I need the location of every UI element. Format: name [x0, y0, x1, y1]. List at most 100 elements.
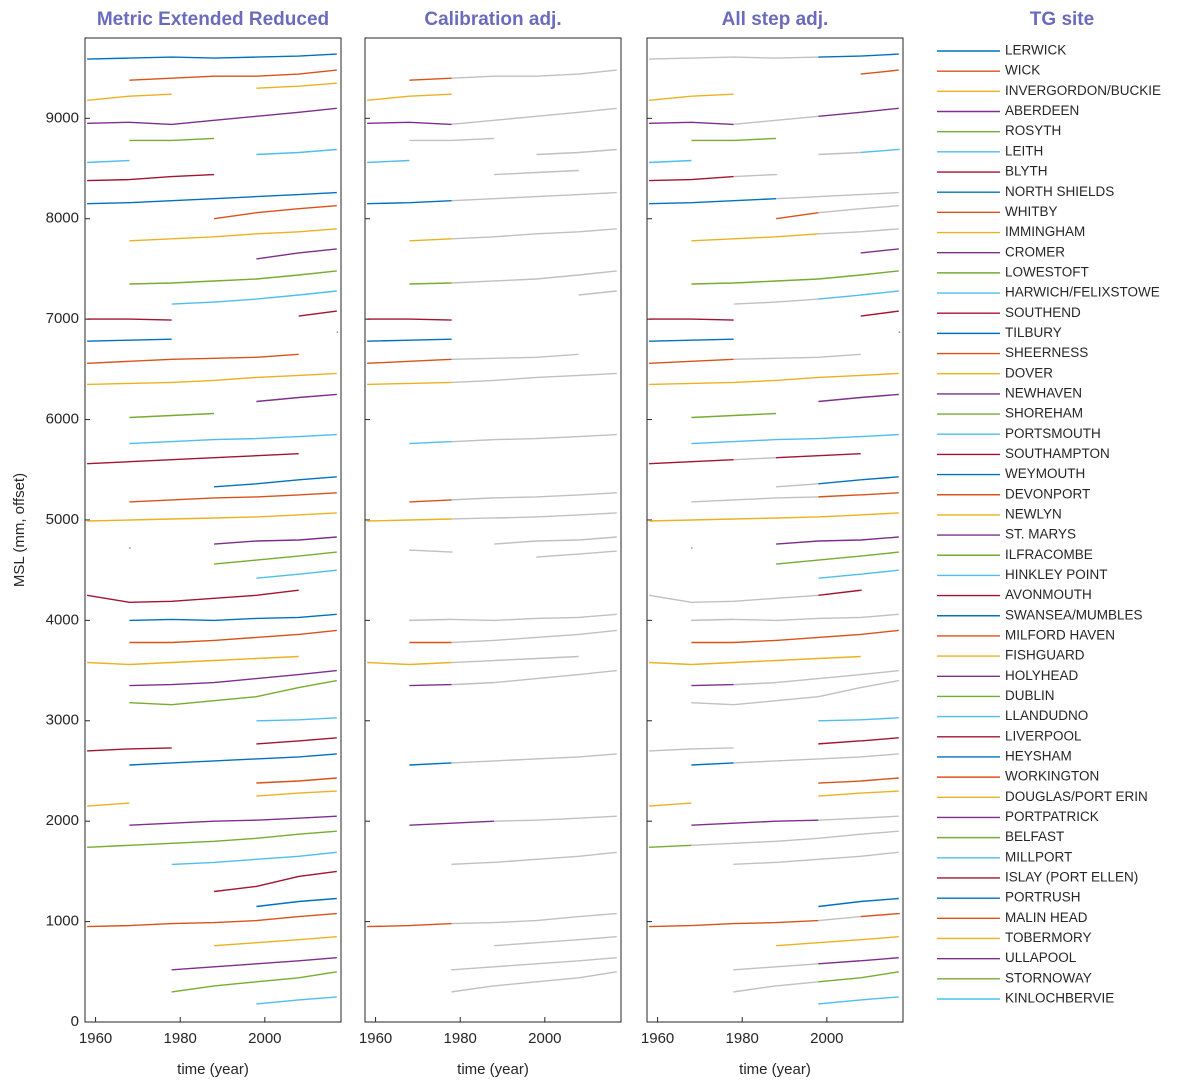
legend-label: ILFRACOMBE — [1005, 547, 1093, 562]
series-line — [733, 679, 899, 706]
legend-label: WORKINGTON — [1005, 769, 1099, 784]
series-line — [171, 851, 337, 866]
series-connector — [451, 921, 495, 925]
series-connector — [451, 357, 495, 361]
series-line — [129, 492, 337, 503]
series-connector — [860, 148, 899, 154]
series-line — [87, 93, 172, 101]
series-line — [649, 459, 734, 465]
series-line — [367, 159, 410, 164]
series-connector — [451, 760, 495, 764]
series-connector — [451, 985, 495, 993]
series-line — [494, 191, 617, 200]
series-line — [691, 629, 899, 644]
series-line — [494, 353, 579, 359]
plot-area — [84, 37, 342, 1023]
series-line — [776, 551, 899, 565]
series-line — [860, 957, 899, 962]
series-line — [129, 137, 215, 142]
series-line — [776, 115, 819, 121]
series-line — [860, 205, 899, 210]
series-connector — [733, 985, 777, 993]
series-line — [409, 77, 452, 81]
series-line — [649, 747, 734, 752]
series-line — [409, 683, 452, 687]
series-connector — [451, 966, 495, 971]
series-line — [776, 536, 899, 545]
series-line — [649, 372, 899, 386]
legend-label: NEWHAVEN — [1005, 385, 1082, 400]
series-line — [171, 290, 337, 305]
legend-label: PORTRUSH — [1005, 890, 1081, 905]
series-line — [818, 569, 899, 579]
series-line — [860, 476, 899, 481]
series-connector — [733, 457, 777, 461]
series-line — [129, 753, 337, 766]
series-line — [649, 844, 692, 848]
series-line — [494, 753, 617, 762]
y-tick-label: 6000 — [46, 411, 79, 428]
series-connector — [860, 912, 899, 918]
series-connector — [691, 618, 734, 622]
x-tick-label: 2000 — [528, 1030, 561, 1047]
series-line — [87, 802, 130, 807]
series-line — [649, 159, 692, 164]
series-line — [536, 148, 617, 156]
legend-title: TG site — [1030, 9, 1094, 30]
series-line — [649, 512, 899, 522]
series-line — [256, 996, 337, 1005]
series-line — [129, 69, 337, 81]
legend-label: INVERGORDON/BUCKIE — [1005, 83, 1161, 98]
legend-label: HOLYHEAD — [1005, 668, 1079, 683]
series-line — [87, 372, 337, 386]
legend-label: ROSYTH — [1005, 123, 1061, 138]
series-line — [87, 159, 130, 164]
series-line — [649, 56, 819, 60]
series-line — [691, 762, 734, 766]
y-axis-label: MSL (mm, offset) — [11, 473, 28, 587]
panel-title: Calibration adj. — [424, 9, 561, 30]
series-line — [776, 353, 861, 359]
x-tick-label: 1960 — [79, 1030, 112, 1047]
x-tick-label: 1980 — [726, 1030, 759, 1047]
series-connector — [451, 119, 495, 126]
series-line — [691, 270, 899, 285]
series-line — [818, 191, 899, 198]
series-line — [776, 981, 819, 987]
x-axis-label: time (year) — [177, 1061, 249, 1078]
legend-label: FISHGUARD — [1005, 648, 1085, 663]
series-line — [860, 69, 899, 75]
series-line — [367, 200, 452, 205]
series-line — [129, 679, 337, 706]
legend-label: HINKLEY POINT — [1005, 567, 1108, 582]
series-line — [129, 613, 337, 622]
series-connector — [818, 294, 861, 300]
series-connector — [451, 280, 495, 284]
legend-label: MALIN HEAD — [1005, 910, 1088, 925]
plot-area — [646, 37, 904, 1023]
series-line — [129, 815, 337, 826]
series-line — [494, 629, 617, 642]
series-connector — [818, 479, 861, 485]
series-connector — [451, 197, 495, 202]
legend-label: SOUTHAMPTON — [1005, 446, 1110, 461]
y-tick-label: 3000 — [46, 712, 79, 729]
series-line — [409, 282, 452, 285]
series-line — [367, 121, 452, 126]
series-line — [860, 790, 899, 794]
legend-label: LERWICK — [1005, 43, 1066, 58]
series-line — [256, 717, 337, 722]
series-connector — [494, 819, 537, 822]
series-line — [87, 107, 337, 126]
series-line — [691, 683, 734, 687]
plot-area — [364, 37, 622, 1023]
series-line — [494, 492, 617, 499]
series-line — [256, 393, 337, 403]
legend-label: PORTPATRICK — [1005, 809, 1099, 824]
panel-title: Metric Extended Reduced — [97, 9, 329, 30]
series-line — [494, 433, 617, 441]
series-line — [494, 270, 617, 282]
series-line — [367, 518, 452, 522]
series-line — [87, 453, 299, 465]
series-line — [860, 492, 899, 496]
